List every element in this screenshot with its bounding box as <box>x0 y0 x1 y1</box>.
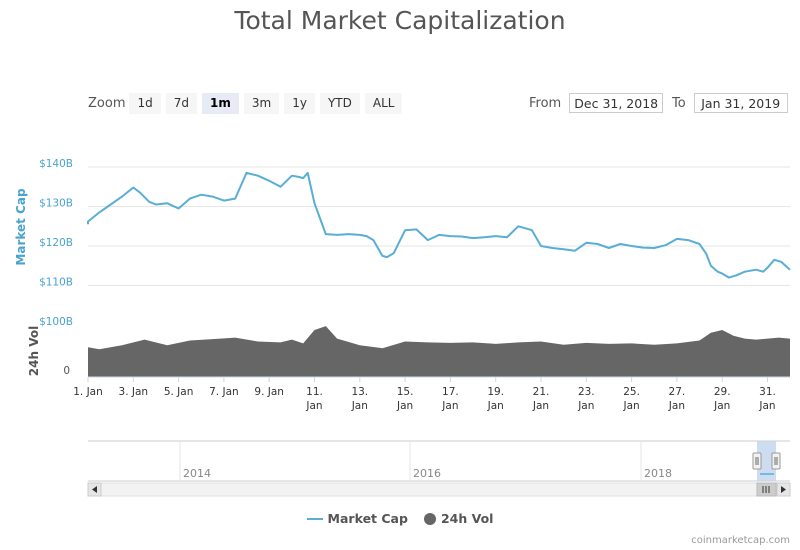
market-cap-line <box>87 171 791 279</box>
zoom-label: Zoom <box>88 95 126 111</box>
zoom-1d-button[interactable]: 1d <box>129 92 161 114</box>
date-range-from: From <box>529 92 664 114</box>
legend-item-market-cap[interactable]: Market Cap <box>306 511 408 526</box>
x-tick-month-label: Jan <box>305 400 322 412</box>
x-tick-month-label: Jan <box>441 400 458 412</box>
x-tick-month-label: Jan <box>351 400 368 412</box>
scroll-right-button[interactable] <box>776 482 791 497</box>
y-tick-label: $110B <box>39 277 73 289</box>
navigator-right-handle[interactable] <box>771 452 781 470</box>
x-tick-label: 25. <box>623 386 640 398</box>
legend-label-volume: 24h Vol <box>440 511 494 526</box>
to-date-input[interactable] <box>693 93 788 113</box>
x-tick-label: 7. Jan <box>209 386 239 398</box>
x-tick-label: 3. Jan <box>119 386 149 398</box>
market-cap-series <box>87 171 791 279</box>
x-tick-month-label: Jan <box>758 400 775 412</box>
zoom-7d-button[interactable]: 7d <box>165 92 198 114</box>
x-tick-label: 9. Jan <box>254 386 284 398</box>
legend-item-volume[interactable]: 24h Vol <box>423 511 494 526</box>
x-tick-label: 23. <box>578 386 595 398</box>
navigator-year-2018: 2018 <box>644 467 672 480</box>
zoom-1y-button[interactable]: 1y <box>284 92 315 114</box>
x-tick-label: 15. <box>397 386 414 398</box>
scrollbar[interactable] <box>87 482 791 497</box>
zoom-1m-button[interactable]: 1m <box>202 92 239 114</box>
from-date-input[interactable] <box>569 93 664 113</box>
y-tick-label: $120B <box>39 237 73 249</box>
navigator-year-2014: 2014 <box>183 467 211 480</box>
navigator-selected-range[interactable] <box>757 441 776 481</box>
arrow-left-icon <box>92 486 97 493</box>
x-tick-month-label: Jan <box>623 400 640 412</box>
zoom-all-button[interactable]: ALL <box>364 92 403 114</box>
x-tick-label: 11. <box>306 386 323 398</box>
y-tick-label: $130B <box>39 198 73 210</box>
zoom-selector: Zoom 1d 7d 1m 3m 1y YTD ALL <box>88 92 407 114</box>
volume-area <box>88 326 790 377</box>
legend-dot-marker <box>423 512 436 525</box>
x-axis: 1. Jan 3. Jan 5. Jan 7. Jan 9. Jan 11. Jan 13. J… <box>73 377 776 412</box>
navigator-left-handle[interactable] <box>752 452 762 470</box>
legend-label-market-cap: Market Cap <box>327 511 408 526</box>
x-tick-label: 27. <box>669 386 686 398</box>
chart-title: Total Market Capitalization <box>234 6 566 35</box>
x-tick-month-label: Jan <box>713 400 730 412</box>
x-tick-label: 31. <box>759 386 776 398</box>
arrow-right-icon <box>781 486 786 493</box>
y-tick-label: $100B <box>39 316 73 328</box>
scrollbar-track[interactable] <box>87 482 791 497</box>
scroll-thumb[interactable] <box>756 482 777 497</box>
zoom-3m-button[interactable]: 3m <box>243 92 280 114</box>
x-tick-label: 19. <box>487 386 504 398</box>
legend: Market Cap 24h Vol <box>0 511 800 526</box>
navigator[interactable]: 2014 2016 2018 <box>88 440 790 482</box>
date-range-to: To <box>672 92 788 114</box>
grid-lines <box>88 166 790 286</box>
scroll-left-button[interactable] <box>87 482 102 497</box>
x-tick-month-label: Jan <box>577 400 594 412</box>
navigator-year-2016: 2016 <box>413 467 441 480</box>
x-tick-label: 21. <box>533 386 550 398</box>
legend-line-marker <box>306 517 323 520</box>
x-tick-label: 5. Jan <box>164 386 194 398</box>
x-tick-month-label: Jan <box>487 400 504 412</box>
y-axis-title-volume: 24h Vol <box>27 326 41 376</box>
y-axis: $140B $130B $120B $110B $100B <box>39 158 73 328</box>
from-label: From <box>529 95 562 111</box>
y-tick-label: $140B <box>39 158 73 170</box>
x-tick-label: 17. <box>442 386 459 398</box>
volume-series <box>88 326 790 377</box>
zoom-ytd-button[interactable]: YTD <box>319 92 360 114</box>
source-credit: coinmarketcap.com <box>691 535 790 546</box>
x-tick-label: 13. <box>351 386 368 398</box>
y-axis-title-market-cap: Market Cap <box>14 188 28 266</box>
x-tick-month-label: Jan <box>532 400 549 412</box>
x-tick-month-label: Jan <box>396 400 413 412</box>
x-tick-label: 29. <box>714 386 731 398</box>
y-axis-volume-tick-0: 0 <box>63 365 70 377</box>
to-label: To <box>672 95 686 111</box>
x-tick-month-label: Jan <box>668 400 685 412</box>
x-tick-label: 1. Jan <box>73 386 103 398</box>
